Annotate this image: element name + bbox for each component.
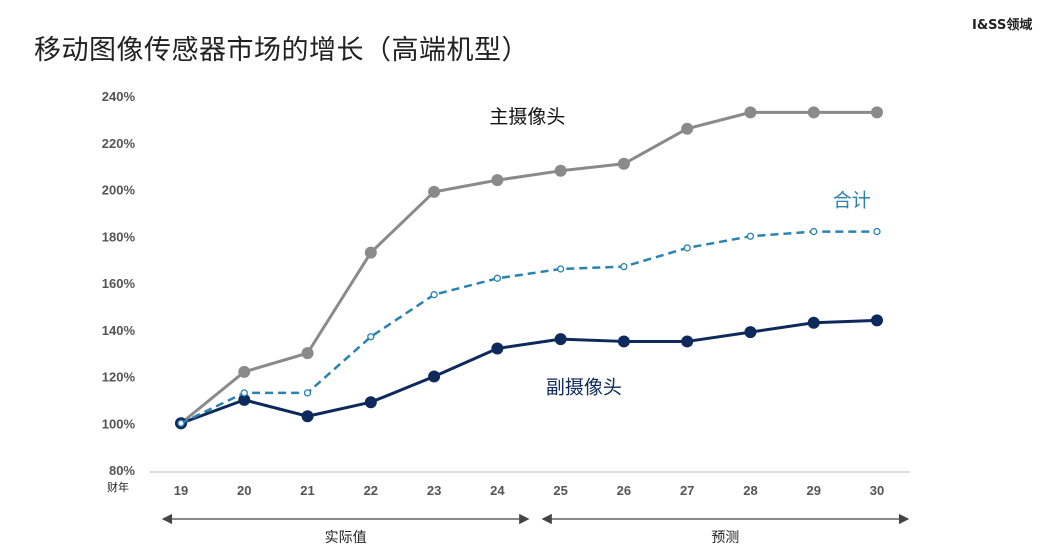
data-point [871,106,883,119]
y-tick-label: 220% [102,136,136,151]
data-point [301,347,314,360]
data-point [177,419,185,427]
x-tick-label: 25 [553,483,567,498]
data-point [620,262,628,271]
x-tick-label: 19 [174,483,188,498]
y-tick-label: 120% [102,370,136,385]
data-point [810,227,818,236]
data-point [364,396,377,409]
data-point [556,265,565,273]
y-tick-label: 160% [102,276,136,291]
data-point [301,410,314,423]
data-point [428,370,441,383]
series-line-0 [180,110,877,425]
data-point [364,246,377,259]
data-point [493,274,502,282]
data-point [430,291,438,299]
series-label: 合计 [833,190,871,212]
data-point [807,106,820,119]
x-tick-label: 22 [364,483,378,498]
series-label: 主摄像头 [489,106,565,128]
data-point [303,389,312,397]
data-point [617,335,630,348]
x-tick-label: 29 [806,483,820,498]
data-point [746,232,755,240]
x-tick-label: 21 [300,483,314,498]
data-point [681,122,694,135]
page-title: 移动图像传感器市场的增长（高端机型） [34,35,529,66]
y-tick-label: 200% [102,183,136,198]
data-point [238,365,251,378]
y-tick-label: 80% [109,463,135,478]
y-tick-label: 180% [102,229,136,244]
x-tick-label: 28 [743,483,757,498]
data-point [873,227,881,236]
period-label: 实际值 [325,530,367,546]
series-label: 副摄像头 [546,376,622,398]
data-point [871,314,883,327]
data-point [744,106,757,119]
data-point [744,326,757,339]
x-axis-label: 财年 [107,480,129,494]
x-tick-label: 30 [870,483,884,498]
data-point [681,335,694,348]
data-point [683,244,691,252]
data-point [428,185,441,198]
x-tick-label: 24 [490,483,505,498]
data-point [554,333,567,346]
series-line-2 [180,318,878,425]
data-point [491,342,504,355]
data-point [238,393,251,406]
x-tick-label: 27 [680,483,694,498]
y-tick-label: 240% [102,89,136,104]
period-label: 预测 [711,530,739,546]
x-tick-label: 26 [617,483,631,498]
y-tick-label: 140% [102,323,136,338]
data-point [554,164,567,177]
data-point [617,157,630,170]
x-tick-label: 20 [237,483,251,498]
x-tick-label: 23 [427,483,441,498]
data-point [240,389,248,397]
series-line-1 [180,230,877,425]
y-tick-label: 100% [102,416,136,431]
data-point [807,316,820,329]
segment-tag: I&SS领域 [972,18,1033,33]
data-point [491,174,504,187]
data-point [367,333,375,341]
